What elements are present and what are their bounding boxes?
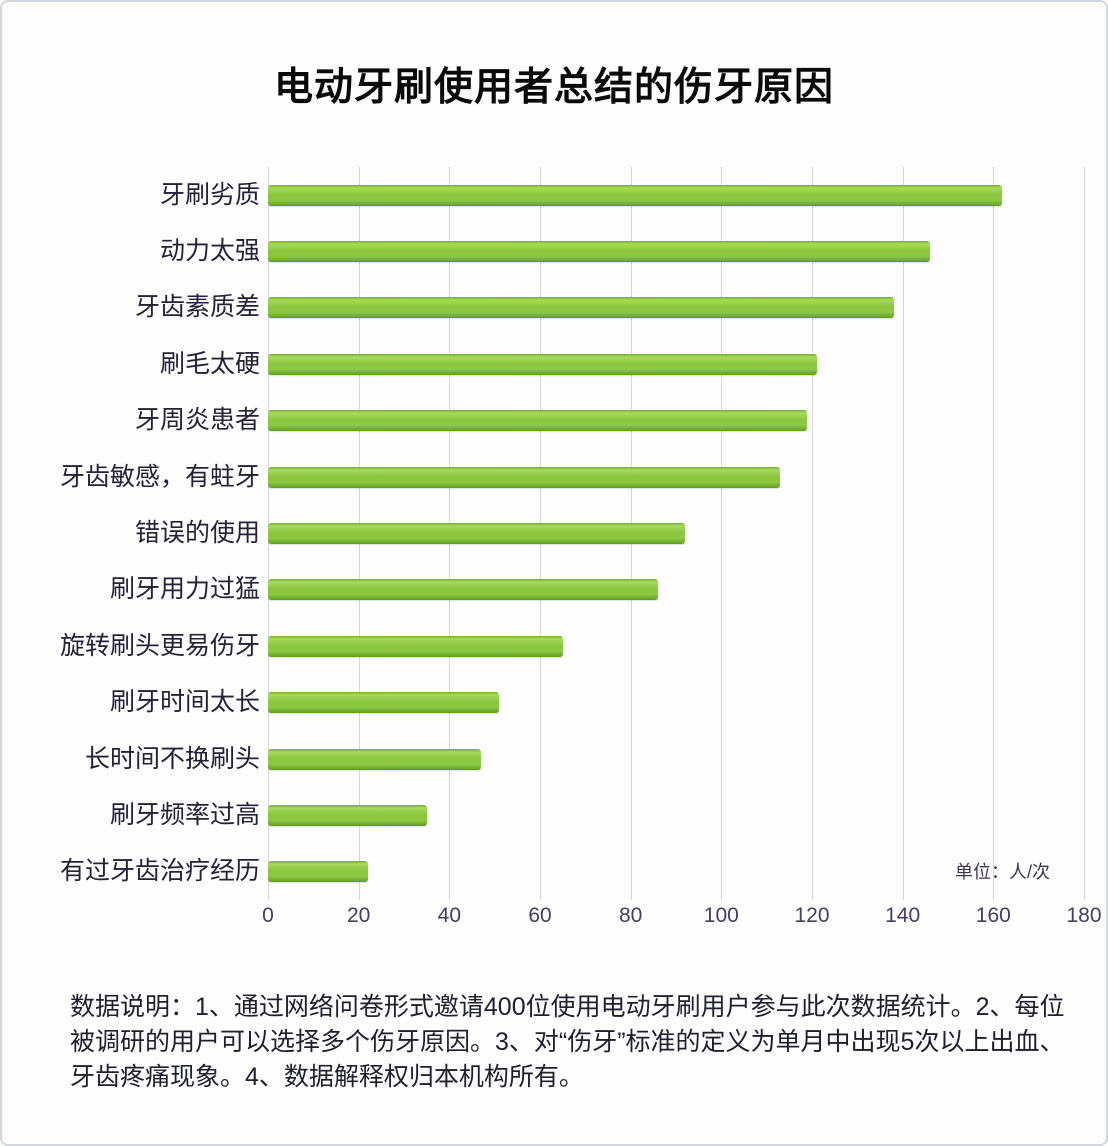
gridline-120 xyxy=(812,167,813,900)
bar-7 xyxy=(268,579,658,601)
category-label-10: 长时间不换刷头 xyxy=(84,744,260,773)
chart-title: 电动牙刷使用者总结的伤牙原因 xyxy=(273,66,834,109)
category-labels: 牙刷劣质动力太强牙齿素质差刷毛太硬牙周炎患者牙齿敏感，有蛀牙错误的使用刷牙用力过… xyxy=(2,167,260,900)
category-label-9: 刷牙时间太长 xyxy=(109,688,260,717)
category-label-8: 旋转刷头更易伤牙 xyxy=(59,631,260,660)
category-label-4: 牙周炎患者 xyxy=(134,406,260,435)
x-tick-80: 80 xyxy=(618,904,643,927)
data-note: 数据说明：1、通过网络问卷形式邀请400位使用电动牙刷用户参与此次数据统计。2、… xyxy=(70,993,1065,1091)
gridline-160 xyxy=(993,167,995,900)
bar-0 xyxy=(268,184,1003,206)
bar-1 xyxy=(268,241,930,263)
x-tick-40: 40 xyxy=(437,904,462,927)
category-label-12: 有过牙齿治疗经历 xyxy=(59,857,260,886)
bar-5 xyxy=(268,466,781,488)
category-label-6: 错误的使用 xyxy=(134,519,260,547)
gridline-100 xyxy=(721,167,723,900)
bar-9 xyxy=(268,692,500,714)
category-label-1: 动力太强 xyxy=(159,237,260,266)
bar-3 xyxy=(268,353,817,375)
bar-12 xyxy=(268,861,368,883)
category-label-7: 刷牙用力过猛 xyxy=(109,575,260,604)
category-label-0: 牙刷劣质 xyxy=(159,180,260,209)
gridline-140 xyxy=(902,167,904,900)
bar-4 xyxy=(268,410,808,432)
category-label-2: 牙齿素质差 xyxy=(134,293,260,322)
unit-label: 单位：人/次 xyxy=(954,862,1050,882)
x-tick-60: 60 xyxy=(528,904,552,927)
bar-2 xyxy=(268,297,894,319)
x-tick-120: 120 xyxy=(794,904,830,927)
gridline-180 xyxy=(1084,167,1085,900)
bar-6 xyxy=(268,523,686,544)
category-label-11: 刷牙频率过高 xyxy=(109,800,260,829)
x-tick-20: 20 xyxy=(346,904,371,927)
plot-area: 单位：人/次 xyxy=(268,167,1085,900)
category-label-3: 刷毛太硬 xyxy=(159,349,260,378)
x-tick-0: 0 xyxy=(262,904,274,927)
bar-8 xyxy=(268,635,563,657)
x-tick-100: 100 xyxy=(703,904,739,927)
category-label-5: 牙齿敏感，有蛀牙 xyxy=(59,462,260,491)
bar-11 xyxy=(268,804,427,826)
x-tick-160: 160 xyxy=(975,904,1011,927)
x-tick-140: 140 xyxy=(885,904,921,927)
x-tick-180: 180 xyxy=(1066,904,1102,927)
x-axis: 0 20 40 60 80 100 120 140 160 180 xyxy=(262,904,1101,934)
bar-10 xyxy=(268,748,482,770)
